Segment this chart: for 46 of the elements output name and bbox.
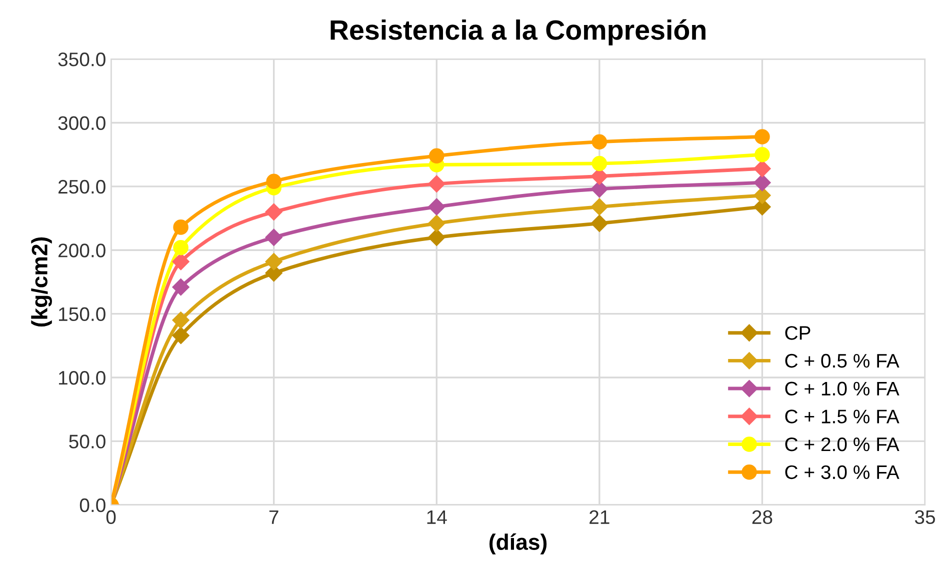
legend-label: C + 3.0 % FA	[785, 465, 900, 480]
point	[265, 253, 282, 270]
point	[265, 203, 282, 220]
x-tick-label: 35	[914, 510, 936, 524]
x-tick-label: 28	[752, 510, 772, 524]
point	[428, 228, 446, 246]
chart-title: Resistencia a la Compresión	[330, 19, 706, 46]
point	[754, 146, 770, 162]
point	[592, 134, 608, 150]
point	[173, 220, 188, 235]
y-tick-label: 100.0	[59, 370, 106, 385]
x-tick-label: 21	[590, 510, 610, 524]
point	[754, 174, 771, 192]
y-tick-label: 0.0	[80, 498, 106, 512]
point	[592, 156, 608, 172]
y-tick-label: 350.0	[58, 52, 106, 66]
legend-label: C + 1.0 % FA	[785, 382, 900, 396]
legend-label: CP	[785, 326, 810, 340]
y-tick-label: 200.0	[58, 244, 106, 258]
point	[428, 198, 446, 216]
point	[428, 214, 446, 232]
x-tick-label: 0	[106, 510, 116, 524]
x-axis-title: (días)	[490, 533, 547, 554]
point	[265, 228, 282, 246]
point	[428, 175, 446, 192]
x-tick-label: 14	[427, 510, 447, 524]
point	[172, 278, 190, 296]
y-tick-label: 50.0	[69, 434, 106, 448]
legend-label: C + 1.5 % FA	[785, 410, 900, 424]
legend-label: C + 0.5 % FA	[785, 354, 900, 368]
point	[172, 253, 190, 270]
point	[754, 129, 770, 144]
x-tick-label: 7	[269, 510, 278, 524]
point	[172, 312, 190, 329]
point	[428, 148, 444, 164]
y-axis-title: (kg/cm2)	[31, 237, 52, 327]
point	[754, 160, 771, 178]
point	[172, 326, 190, 344]
point	[173, 240, 188, 256]
point	[590, 214, 608, 232]
point	[266, 174, 282, 189]
legend-label: C + 2.0 % FA	[785, 437, 900, 452]
y-tick-label: 300.0	[58, 116, 106, 130]
point	[590, 198, 608, 216]
y-tick-label: 250.0	[58, 180, 106, 194]
y-tick-label: 150.0	[59, 307, 106, 322]
